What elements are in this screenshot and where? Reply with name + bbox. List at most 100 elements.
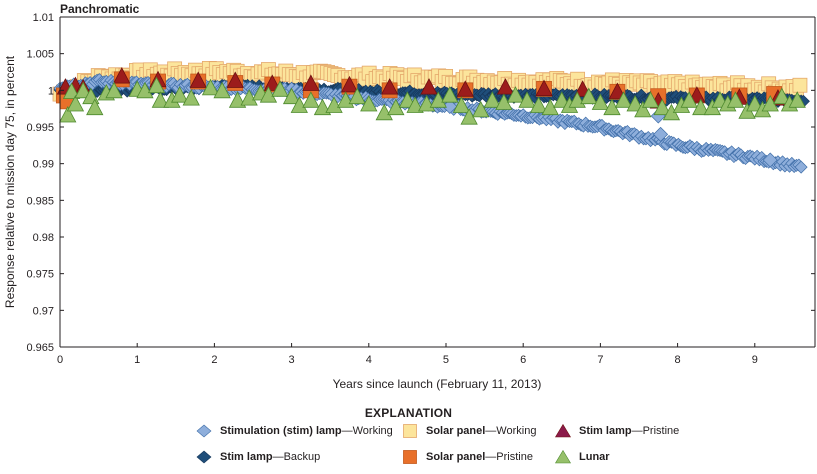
data-point-lunar <box>136 81 154 99</box>
data-point-lunar <box>518 91 536 108</box>
data-point-lunar <box>290 96 308 113</box>
data-point-stimulation-stim-lamp-working <box>653 126 669 142</box>
data-point-stim-lamp-pristine <box>340 75 359 93</box>
data-point-lunar <box>483 91 501 108</box>
x-tick-label: 6 <box>520 354 526 366</box>
data-point-lunar <box>240 89 258 106</box>
chart-title: Panchromatic <box>60 2 140 16</box>
data-point-stim-lamp-pristine <box>535 79 553 96</box>
data-point-lunar <box>614 91 633 108</box>
data-point-lunar <box>271 80 289 97</box>
data-point-lunar <box>360 94 378 112</box>
data-point-stimulation-stim-lamp-working <box>794 160 808 174</box>
data-point-lunar <box>66 94 85 112</box>
data-point-lunar <box>626 94 644 112</box>
diamond-marker-icon <box>196 424 212 438</box>
data-point-stim-lamp-pristine <box>113 67 131 84</box>
data-point-lunar <box>680 91 698 108</box>
diamond-marker-icon <box>196 450 212 464</box>
y-tick-label: 0.98 <box>33 232 54 244</box>
data-point-lunar <box>182 89 200 106</box>
y-tick-label: 1.005 <box>26 49 54 61</box>
legend-label-bold: Stim lamp <box>220 451 273 463</box>
data-point-lunar <box>472 100 490 118</box>
x-tick-label: 1 <box>134 354 140 366</box>
data-point-stim-lamp-pristine <box>189 71 207 88</box>
data-point-lunar <box>62 82 81 99</box>
y-tick-label: 1.01 <box>33 12 54 24</box>
data-point-stimulation-stim-lamp-working <box>762 152 778 168</box>
data-point-lunar <box>302 91 320 108</box>
data-point-lunar <box>580 87 598 105</box>
legend-label-suffix: —Working <box>485 425 537 437</box>
data-point-lunar <box>788 91 806 108</box>
data-point-lunar <box>692 98 710 116</box>
data-point-lunar <box>641 91 660 108</box>
y-tick-label: 0.985 <box>26 195 54 207</box>
data-point-lunar <box>59 105 77 123</box>
legend-label-suffix: —Pristine <box>485 451 533 463</box>
data-point-lunar <box>74 81 92 99</box>
y-axis-title: Response relative to mission day 75, in … <box>3 55 17 308</box>
legend-item: Stim lamp —Pristine <box>555 424 679 438</box>
data-point-lunar <box>726 91 745 108</box>
x-tick-label: 7 <box>597 354 603 366</box>
square-marker-icon <box>403 450 417 464</box>
y-tick-label: 0.975 <box>26 269 54 281</box>
legend-label-bold: Stim lamp <box>579 425 632 437</box>
y-ticks: 0.965 0.97 0.975 0.98 0.985 0.99 0.995 1 1.005 1.… <box>26 12 815 354</box>
data-point-lunar <box>529 96 548 113</box>
data-point-lunar <box>348 87 366 105</box>
data-point-lunar <box>506 86 525 103</box>
x-tick-label: 9 <box>752 354 758 366</box>
data-point-lunar <box>213 81 231 99</box>
data-point-solar-panel-working <box>792 77 808 93</box>
data-point-stimulation-stim-lamp-working <box>442 98 458 114</box>
data-point-lunar <box>86 98 104 116</box>
x-tick-label: 2 <box>211 354 217 366</box>
data-point-stim-lamp-pristine <box>302 74 320 91</box>
data-point-lunar <box>441 86 459 103</box>
x-tick-label: 5 <box>443 354 449 366</box>
data-point-lunar <box>105 81 123 99</box>
legend-item: Stimulation (stim) lamp —Working <box>196 424 393 438</box>
y-tick-label: 0.995 <box>26 122 54 134</box>
data-point-lunar <box>151 91 170 108</box>
triangle-marker-icon <box>555 450 571 464</box>
legend-item: Lunar <box>555 450 610 464</box>
legend-label-bold: Solar panel <box>426 451 486 463</box>
legend-item: Stim lamp —Backup <box>196 450 320 464</box>
data-point-lunar <box>259 86 278 103</box>
data-point-lunar <box>746 94 764 112</box>
y-tick-label: 0.965 <box>26 342 54 354</box>
y-tick-label: 0.99 <box>33 159 54 171</box>
legend-item: Solar panel —Pristine <box>402 450 533 464</box>
data-point-lunar <box>201 78 220 96</box>
x-ticks: 0 1 2 3 4 5 6 7 8 9 <box>57 343 758 366</box>
data-point-lunar <box>375 103 393 121</box>
data-point-lunar <box>653 98 671 116</box>
data-point-lunar <box>170 86 189 103</box>
data-point-lunar <box>282 87 301 105</box>
data-point-lunar <box>147 76 166 94</box>
data-point-lunar <box>452 96 471 113</box>
legend-label-suffix: —Working <box>341 425 393 437</box>
x-axis-title: Years since launch (February 11, 2013) <box>333 377 542 391</box>
data-point-lunar <box>325 96 343 113</box>
legend-label-bold: Solar panel <box>426 425 486 437</box>
legend-label-bold: Lunar <box>579 451 610 463</box>
data-point-lunar <box>429 91 447 108</box>
data-point-stim-lamp-pristine <box>496 78 515 95</box>
data-point-stim-lamp-pristine <box>226 71 244 88</box>
x-tick-label: 3 <box>289 354 295 366</box>
square-marker-icon <box>403 424 417 438</box>
data-marks <box>52 60 810 174</box>
x-tick-label: 4 <box>366 354 372 366</box>
legend-item: Solar panel —Working <box>402 424 536 438</box>
data-point-stim-lamp-pristine <box>456 80 474 97</box>
data-point-lunar <box>591 93 610 110</box>
x-tick-label: 8 <box>675 354 681 366</box>
y-tick-label: 1 <box>48 85 54 97</box>
